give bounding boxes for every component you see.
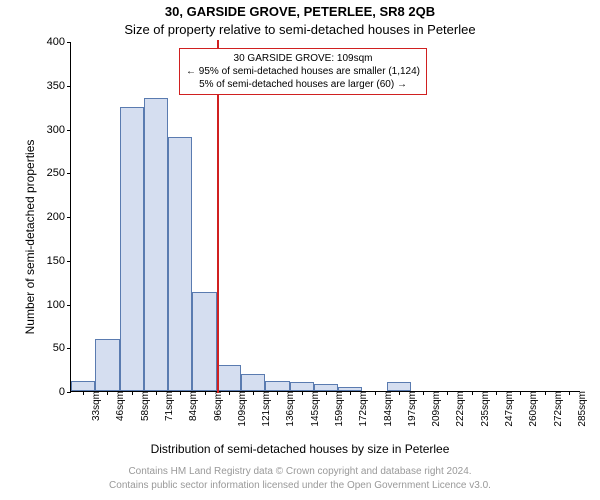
- y-tick-mark: [67, 348, 71, 349]
- x-tick-label: 84sqm: [184, 391, 199, 421]
- x-tick-mark: [350, 391, 351, 395]
- x-tick-mark: [520, 391, 521, 395]
- x-tick-mark: [399, 391, 400, 395]
- histogram-bar: [95, 339, 119, 392]
- histogram-bar: [314, 384, 338, 391]
- x-tick-label: 272sqm: [549, 391, 564, 427]
- x-tick-label: 247sqm: [500, 391, 515, 427]
- x-tick-label: 197sqm: [403, 391, 418, 427]
- callout-line-1: 30 GARSIDE GROVE: 109sqm: [186, 52, 420, 65]
- x-tick-label: 58sqm: [136, 391, 151, 421]
- page-root: 30, GARSIDE GROVE, PETERLEE, SR8 2QB Siz…: [0, 0, 600, 500]
- x-tick-label: 136sqm: [281, 391, 296, 427]
- x-tick-label: 159sqm: [330, 391, 345, 427]
- x-axis-label: Distribution of semi-detached houses by …: [0, 442, 600, 456]
- x-tick-mark: [205, 391, 206, 395]
- histogram-bar: [192, 292, 216, 391]
- x-tick-label: 209sqm: [427, 391, 442, 427]
- y-tick-mark: [67, 42, 71, 43]
- y-tick-mark: [67, 173, 71, 174]
- histogram-bar: [265, 381, 289, 392]
- x-tick-mark: [326, 391, 327, 395]
- callout-line-2: ← 95% of semi-detached houses are smalle…: [186, 65, 420, 78]
- plot-area: 05010015020025030035040033sqm46sqm58sqm7…: [70, 42, 580, 392]
- histogram-bar: [120, 107, 144, 391]
- x-tick-label: 33sqm: [87, 391, 102, 421]
- footer-line-2: Contains public sector information licen…: [0, 480, 600, 491]
- histogram-bar: [387, 382, 411, 391]
- x-tick-label: 260sqm: [524, 391, 539, 427]
- x-tick-mark: [83, 391, 84, 395]
- y-tick-mark: [67, 86, 71, 87]
- histogram-bar: [241, 374, 265, 392]
- histogram-bar: [290, 382, 314, 391]
- chart-title-sub: Size of property relative to semi-detach…: [0, 22, 600, 37]
- x-tick-label: 222sqm: [451, 391, 466, 427]
- x-tick-mark: [472, 391, 473, 395]
- x-tick-label: 172sqm: [354, 391, 369, 427]
- x-tick-mark: [569, 391, 570, 395]
- x-tick-mark: [447, 391, 448, 395]
- x-tick-mark: [496, 391, 497, 395]
- y-tick-mark: [67, 392, 71, 393]
- y-tick-mark: [67, 130, 71, 131]
- y-tick-mark: [67, 217, 71, 218]
- x-tick-mark: [229, 391, 230, 395]
- x-tick-mark: [375, 391, 376, 395]
- x-tick-mark: [107, 391, 108, 395]
- histogram-bar: [168, 137, 192, 391]
- x-tick-mark: [423, 391, 424, 395]
- histogram-bar: [144, 98, 168, 391]
- y-tick-mark: [67, 261, 71, 262]
- x-tick-label: 46sqm: [111, 391, 126, 421]
- x-tick-mark: [253, 391, 254, 395]
- x-tick-label: 121sqm: [257, 391, 272, 427]
- x-tick-mark: [302, 391, 303, 395]
- x-tick-label: 145sqm: [306, 391, 321, 427]
- x-tick-label: 71sqm: [160, 391, 175, 421]
- chart-title-main: 30, GARSIDE GROVE, PETERLEE, SR8 2QB: [0, 4, 600, 19]
- callout-box: 30 GARSIDE GROVE: 109sqm← 95% of semi-de…: [179, 48, 427, 95]
- callout-line-3: 5% of semi-detached houses are larger (6…: [186, 78, 420, 91]
- histogram-bar: [217, 365, 241, 391]
- x-tick-label: 285sqm: [573, 391, 588, 427]
- x-tick-mark: [132, 391, 133, 395]
- x-tick-mark: [277, 391, 278, 395]
- x-tick-label: 109sqm: [233, 391, 248, 427]
- footer-line-1: Contains HM Land Registry data © Crown c…: [0, 466, 600, 477]
- x-tick-label: 235sqm: [476, 391, 491, 427]
- x-tick-label: 184sqm: [379, 391, 394, 427]
- y-axis-label: Number of semi-detached properties: [23, 67, 37, 407]
- x-tick-mark: [545, 391, 546, 395]
- x-tick-mark: [156, 391, 157, 395]
- x-tick-label: 96sqm: [209, 391, 224, 421]
- histogram-bar: [71, 381, 95, 392]
- y-tick-mark: [67, 305, 71, 306]
- x-tick-mark: [180, 391, 181, 395]
